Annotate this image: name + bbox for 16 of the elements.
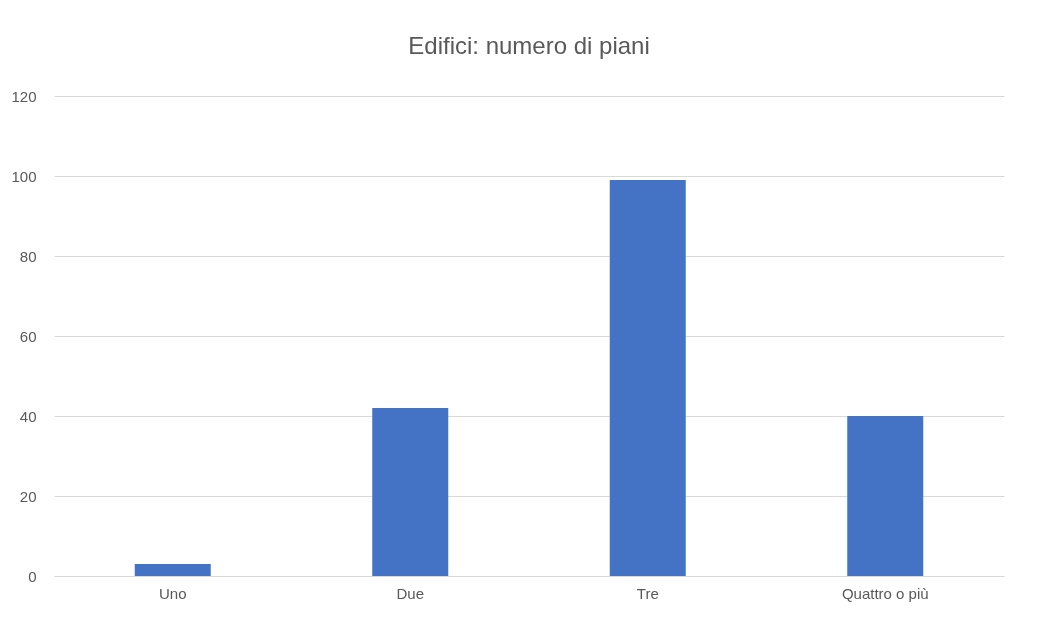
y-tick-label: 20 (19, 487, 37, 505)
chart-title: Edifici: numero di piani (408, 32, 650, 59)
y-tick-label: 80 (19, 247, 37, 265)
y-tick-label: 0 (28, 567, 37, 585)
bar (847, 416, 924, 576)
bar (134, 564, 211, 576)
y-tick-label: 40 (19, 407, 37, 425)
bar (372, 408, 449, 576)
x-tick-label: Quattro o più (841, 584, 929, 602)
y-tick-label: 120 (11, 87, 37, 105)
x-tick-label: Tre (636, 584, 659, 602)
x-tick-label: Uno (158, 584, 187, 602)
y-tick-label: 100 (11, 167, 37, 185)
x-tick-label: Due (396, 584, 425, 602)
bar (609, 180, 686, 576)
y-tick-label: 60 (19, 327, 37, 345)
